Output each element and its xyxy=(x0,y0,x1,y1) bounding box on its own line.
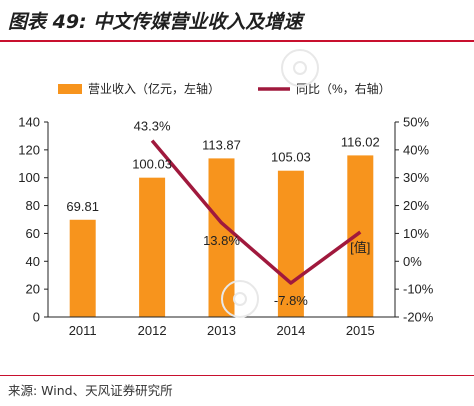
watermark-stamp xyxy=(233,292,247,306)
bar-value-label: 116.02 xyxy=(341,134,380,149)
bar-2014 xyxy=(277,170,304,317)
bar-2011 xyxy=(69,219,96,317)
value-placeholder-label: [值] xyxy=(350,240,370,255)
bar-2013 xyxy=(208,158,235,317)
watermark-stamp xyxy=(293,61,307,75)
title-divider xyxy=(0,40,474,42)
source-note: 来源: Wind、天风证券研究所 xyxy=(8,383,173,398)
x-tick-label: 2012 xyxy=(138,323,167,338)
right-tick-label: 10% xyxy=(403,226,429,241)
line-value-label: 13.8% xyxy=(203,233,240,248)
left-tick-label: 80 xyxy=(26,198,40,213)
bar-2012 xyxy=(139,177,166,317)
legend-line-label: 同比（%，右轴） xyxy=(296,81,391,96)
right-tick-label: 0% xyxy=(403,254,422,269)
legend-bar-swatch xyxy=(58,84,82,94)
growth-line xyxy=(150,139,362,285)
line-value-label: -7.8% xyxy=(274,293,308,308)
chart-title: 图表 49: 中文传媒营业收入及增速 xyxy=(8,11,303,33)
bar-value-label: 113.87 xyxy=(202,137,241,152)
left-tick-label: 40 xyxy=(26,254,40,269)
right-tick-label: -10% xyxy=(403,282,434,297)
left-tick-label: 20 xyxy=(26,282,40,297)
right-tick-label: 30% xyxy=(403,170,429,185)
left-tick-label: 60 xyxy=(26,226,40,241)
watermark-stamp xyxy=(281,49,319,87)
left-tick-label: 100 xyxy=(18,170,40,185)
chart-area: 营业收入（亿元，左轴） 同比（%，右轴） 0 20 40 60 80 100 120 140 -20… xyxy=(18,49,434,338)
right-tick-label: 50% xyxy=(403,115,429,130)
right-tick-label: 20% xyxy=(403,198,429,213)
right-tick-label: 40% xyxy=(403,142,429,157)
source-divider xyxy=(0,375,474,376)
bar-value-label: 100.03 xyxy=(132,157,172,172)
bar-2015 xyxy=(347,155,374,317)
right-tick-label: -20% xyxy=(403,310,434,325)
x-tick-label: 2014 xyxy=(276,323,305,338)
x-tick-label: 2015 xyxy=(346,323,375,338)
line-value-label: 43.3% xyxy=(134,119,171,134)
bar-value-label: 69.81 xyxy=(66,199,99,214)
left-tick-label: 0 xyxy=(33,310,40,325)
x-tick-label: 2011 xyxy=(69,323,97,338)
left-tick-label: 140 xyxy=(18,115,40,130)
x-tick-label: 2013 xyxy=(207,323,236,338)
left-tick-label: 120 xyxy=(18,142,40,157)
legend-bar-label: 营业收入（亿元，左轴） xyxy=(88,81,220,96)
bar-value-label: 105.03 xyxy=(271,150,311,165)
watermark-stamp xyxy=(221,280,259,318)
